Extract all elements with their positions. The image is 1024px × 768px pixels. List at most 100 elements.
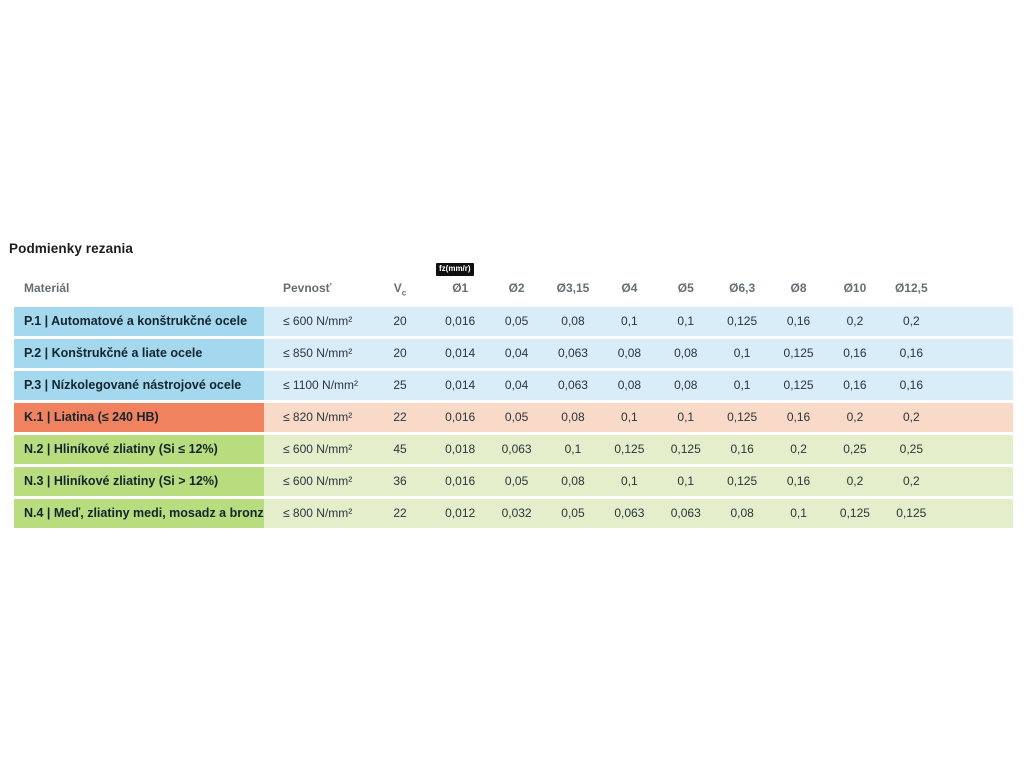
header-row: Materiál Pevnosť Vc Ø1 Ø2 Ø3,15 Ø4 Ø5 Ø6,3 Ø8 Ø… bbox=[14, 281, 1013, 297]
pevnost-cell: ≤ 850 N/mm² bbox=[283, 346, 353, 360]
pevnost-cell: ≤ 820 N/mm² bbox=[283, 410, 353, 424]
row-spacer bbox=[940, 499, 1013, 528]
feed-value-cell: 0,125 bbox=[727, 474, 758, 488]
feed-value-cell: 0,16 bbox=[730, 442, 754, 456]
vc-column-header: Vc bbox=[393, 281, 407, 298]
feed-value-cell: 0,16 bbox=[843, 346, 867, 360]
feed-value-cell: 0,125 bbox=[727, 314, 758, 328]
diameter-column-header: Ø2 bbox=[508, 281, 525, 295]
feed-value-cell: 0,25 bbox=[843, 442, 867, 456]
feed-value-cell: 0,2 bbox=[902, 410, 920, 424]
feed-value-cell: 0,16 bbox=[899, 378, 923, 392]
row-spacer bbox=[940, 467, 1013, 496]
feed-value-cell: 0,08 bbox=[674, 346, 698, 360]
diameter-column-header: Ø6,3 bbox=[729, 281, 756, 295]
feed-value-cell: 0,1 bbox=[790, 506, 807, 520]
vc-cell: 20 bbox=[393, 346, 407, 360]
feed-value-cell: 0,1 bbox=[677, 474, 695, 488]
material-cell: N.3 | Hliníkové zliatiny (Si > 12%) bbox=[14, 467, 264, 496]
table-row: K.1 | Liatina (≤ 240 HB) ≤ 820 N/mm² 22 … bbox=[14, 403, 1013, 432]
material-cell: N.2 | Hliníkové zliatiny (Si ≤ 12%) bbox=[14, 435, 264, 464]
feed-value-cell: 0,16 bbox=[786, 314, 811, 328]
material-cell: K.1 | Liatina (≤ 240 HB) bbox=[14, 403, 264, 432]
row-spacer bbox=[940, 307, 1013, 336]
feed-value-cell: 0,032 bbox=[501, 506, 532, 520]
feed-value-cell: 0,2 bbox=[902, 314, 920, 328]
material-cell: P.3 | Nízkolegované nástrojové ocele bbox=[14, 371, 264, 400]
feed-value-cell: 0,014 bbox=[445, 378, 476, 392]
feed-value-cell: 0,04 bbox=[504, 346, 529, 360]
feed-value-cell: 0,125 bbox=[783, 346, 814, 360]
feed-value-cell: 0,2 bbox=[846, 314, 864, 328]
feed-value-cell: 0,1 bbox=[621, 474, 638, 488]
diameter-column-header: Ø8 bbox=[790, 281, 807, 295]
vc-cell: 22 bbox=[393, 410, 407, 424]
feed-value-cell: 0,08 bbox=[730, 506, 754, 520]
feed-value-cell: 0,125 bbox=[783, 378, 814, 392]
row-spacer bbox=[940, 371, 1013, 400]
table-body: P.1 | Automatové a konštrukčné ocele ≤ 6… bbox=[14, 307, 1013, 528]
diameter-column-header: Ø10 bbox=[843, 281, 867, 295]
vc-cell: 36 bbox=[393, 474, 407, 488]
feed-value-cell: 0,08 bbox=[674, 378, 698, 392]
feed-value-cell: 0,125 bbox=[727, 410, 758, 424]
feed-value-cell: 0,1 bbox=[677, 410, 695, 424]
material-column-header: Materiál bbox=[24, 281, 70, 295]
feed-value-cell: 0,018 bbox=[445, 442, 476, 456]
feed-value-cell: 0,16 bbox=[843, 378, 867, 392]
feed-value-cell: 0,05 bbox=[504, 410, 529, 424]
diameter-column-header: Ø1 bbox=[452, 281, 469, 295]
feed-value-cell: 0,1 bbox=[677, 314, 695, 328]
feed-value-cell: 0,08 bbox=[561, 410, 585, 424]
feed-value-cell: 0,2 bbox=[846, 474, 864, 488]
feed-value-cell: 0,08 bbox=[561, 314, 585, 328]
feed-value-cell: 0,1 bbox=[564, 442, 582, 456]
cutting-conditions-table: fz(mm/r) Materiál Pevnosť Vc Ø1 Ø2 Ø3,15 Ø4… bbox=[14, 262, 1013, 531]
row-spacer bbox=[940, 339, 1013, 368]
pevnost-cell: ≤ 600 N/mm² bbox=[283, 442, 353, 456]
table-row: N.3 | Hliníkové zliatiny (Si > 12%) ≤ 60… bbox=[14, 467, 1013, 496]
material-cell: P.2 | Konštrukčné a liate ocele bbox=[14, 339, 264, 368]
feed-value-cell: 0,014 bbox=[445, 346, 476, 360]
pevnost-cell: ≤ 600 N/mm² bbox=[283, 314, 353, 328]
feed-value-cell: 0,016 bbox=[445, 474, 476, 488]
pevnost-cell: ≤ 800 N/mm² bbox=[283, 506, 353, 520]
diameter-column-header: Ø5 bbox=[677, 281, 694, 295]
feed-value-cell: 0,1 bbox=[733, 378, 751, 392]
pevnost-cell: ≤ 1100 N/mm² bbox=[283, 378, 359, 392]
table-row: N.2 | Hliníkové zliatiny (Si ≤ 12%) ≤ 60… bbox=[14, 435, 1013, 464]
vc-cell: 22 bbox=[393, 506, 407, 520]
table-row: P.2 | Konštrukčné a liate ocele ≤ 850 N/… bbox=[14, 339, 1013, 368]
diameter-column-header: Ø3,15 bbox=[556, 281, 590, 295]
table-row: P.1 | Automatové a konštrukčné ocele ≤ 6… bbox=[14, 307, 1013, 336]
feed-value-cell: 0,125 bbox=[839, 506, 870, 520]
material-cell: P.1 | Automatové a konštrukčné ocele bbox=[14, 307, 264, 336]
feed-value-cell: 0,2 bbox=[902, 474, 920, 488]
pevnost-column-header: Pevnosť bbox=[283, 281, 332, 295]
row-spacer bbox=[940, 403, 1013, 432]
diameter-column-header: Ø4 bbox=[621, 281, 638, 295]
feed-value-cell: 0,16 bbox=[786, 410, 811, 424]
feed-value-cell: 0,063 bbox=[557, 346, 588, 360]
feed-value-cell: 0,08 bbox=[561, 474, 585, 488]
feed-value-cell: 0,05 bbox=[504, 314, 529, 328]
feed-value-cell: 0,08 bbox=[617, 346, 642, 360]
feed-value-cell: 0,25 bbox=[899, 442, 923, 456]
feed-value-cell: 0,063 bbox=[557, 378, 588, 392]
table-row: N.4 | Meď, zliatiny medi, mosadz a bronz… bbox=[14, 499, 1013, 528]
feed-value-cell: 0,2 bbox=[846, 410, 864, 424]
diameter-column-header: Ø12,5 bbox=[894, 281, 928, 295]
feed-value-cell: 0,16 bbox=[786, 474, 811, 488]
feed-value-cell: 0,04 bbox=[504, 378, 529, 392]
vc-cell: 25 bbox=[393, 378, 407, 392]
feed-value-cell: 0,063 bbox=[501, 442, 532, 456]
feed-value-cell: 0,016 bbox=[445, 314, 476, 328]
feed-value-cell: 0,125 bbox=[896, 506, 927, 520]
header-spacer bbox=[940, 281, 1013, 297]
feed-value-cell: 0,063 bbox=[614, 506, 645, 520]
feed-value-cell: 0,05 bbox=[504, 474, 529, 488]
feed-value-cell: 0,1 bbox=[733, 346, 751, 360]
feed-value-cell: 0,1 bbox=[621, 314, 638, 328]
page-title: Podmienky rezania bbox=[9, 241, 133, 256]
feed-value-cell: 0,05 bbox=[561, 506, 585, 520]
